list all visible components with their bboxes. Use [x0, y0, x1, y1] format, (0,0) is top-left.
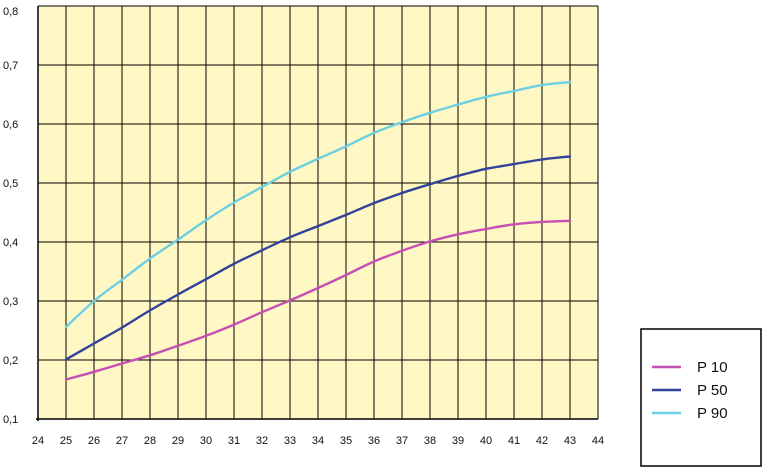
legend-label-p90: P 90 [697, 405, 728, 422]
x-tick-label: 38 [424, 435, 436, 447]
y-tick-label: 0,4 [3, 237, 18, 249]
x-axis-ticks: 24 25 26 27 28 29 30 31 32 33 34 35 36 37 38 39 40 41 42 43… [32, 435, 604, 447]
plot-area [36, 5, 599, 421]
x-tick-label: 42 [536, 435, 548, 447]
x-tick-label: 33 [284, 435, 296, 447]
y-tick-label: 0,5 [3, 178, 18, 190]
x-tick-label: 44 [592, 435, 604, 447]
y-tick-label: 0,8 [3, 6, 18, 18]
legend: P 10 P 50 P 90 [640, 328, 762, 467]
x-tick-label: 40 [480, 435, 492, 447]
x-tick-label: 43 [564, 435, 576, 447]
y-tick-label: 0,6 [3, 119, 18, 131]
series-lines [64, 80, 572, 381]
legend-label-p50: P 50 [697, 382, 728, 399]
x-tick-label: 39 [452, 435, 464, 447]
x-tick-label: 26 [88, 435, 100, 447]
x-tick-label: 41 [508, 435, 520, 447]
x-tick-label: 32 [256, 435, 268, 447]
x-tick-label: 27 [116, 435, 128, 447]
x-tick-label: 25 [60, 435, 72, 447]
x-tick-label: 28 [144, 435, 156, 447]
x-tick-label: 24 [32, 435, 44, 447]
y-tick-label: 0,3 [3, 296, 18, 308]
x-tick-label: 31 [228, 435, 240, 447]
y-tick-label: 0,2 [3, 355, 18, 367]
x-tick-label: 35 [340, 435, 352, 447]
legend-box [640, 328, 762, 467]
x-tick-label: 34 [312, 435, 324, 447]
x-tick-label: 37 [396, 435, 408, 447]
x-tick-label: 29 [172, 435, 184, 447]
x-tick-label: 30 [200, 435, 212, 447]
y-tick-label: 0,7 [3, 60, 18, 72]
legend-label-p10: P 10 [697, 359, 728, 376]
y-tick-label: 0,1 [3, 414, 18, 426]
y-axis-ticks: 0,1 0,2 0,3 0,4 0,5 0,6 0,7 0,8 [3, 6, 18, 426]
series-line-p90 [64, 80, 572, 329]
x-tick-label: 36 [368, 435, 380, 447]
series-line-p50 [64, 155, 572, 361]
series-line-p10 [64, 219, 572, 381]
